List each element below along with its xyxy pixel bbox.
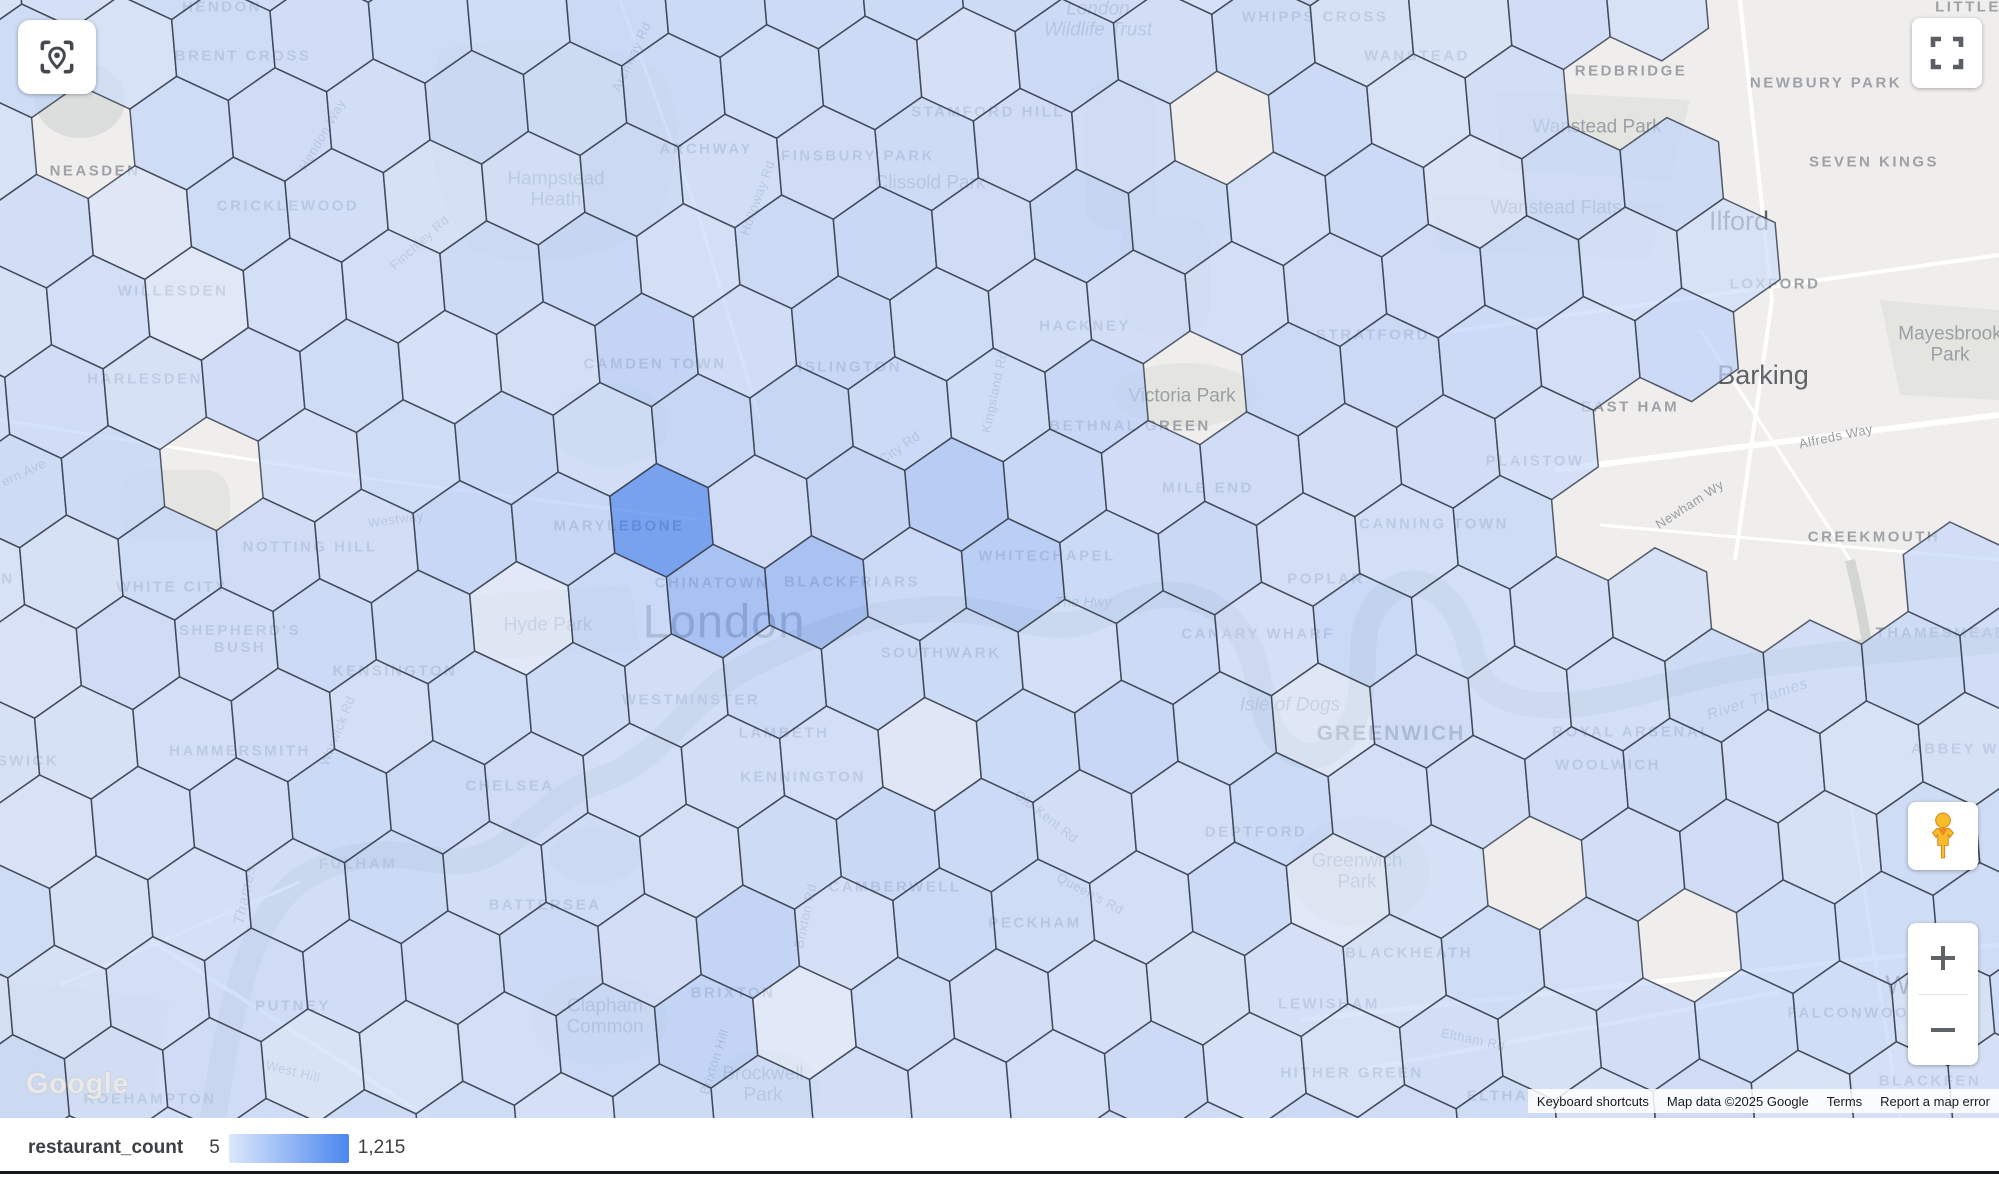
- hexbin-overlay[interactable]: [0, 0, 1999, 1118]
- plus-icon: [1931, 946, 1955, 971]
- hex-bin[interactable]: [219, 1097, 322, 1119]
- locate-pin-icon: [40, 40, 74, 74]
- hex-bin[interactable]: [1605, 0, 1710, 62]
- keyboard-shortcuts-button[interactable]: Keyboard shortcuts: [1527, 1089, 1658, 1113]
- zoom-in-button[interactable]: [1908, 923, 1978, 994]
- legend-min-value: 5: [209, 1137, 220, 1158]
- hex-bin[interactable]: [1988, 944, 1999, 1058]
- legend-bar: restaurant_count 5 1,215: [0, 1118, 1999, 1178]
- locate-button[interactable]: [18, 20, 96, 94]
- report-map-error-link[interactable]: Report a map error: [1871, 1089, 1999, 1113]
- zoom-divider: [1918, 993, 1968, 995]
- legend-field-name: restaurant_count: [28, 1137, 184, 1158]
- fullscreen-button[interactable]: [1912, 18, 1982, 88]
- hex-bin[interactable]: [1959, 603, 1999, 717]
- zoom-control: [1908, 923, 1978, 1065]
- zoom-out-button[interactable]: [1908, 995, 1978, 1066]
- fullscreen-icon: [1930, 36, 1964, 70]
- map-canvas[interactable]: LondonHENDONBRENT CROSSNEASDENCRICKLEWOO…: [0, 0, 1999, 1118]
- map-data-text: Map data ©2025 Google: [1657, 1089, 1818, 1113]
- hex-bin[interactable]: [1161, 1101, 1264, 1118]
- minus-icon: [1931, 1027, 1955, 1032]
- hex-bin[interactable]: [0, 0, 23, 37]
- google-logo: Google: [26, 1068, 129, 1100]
- legend-max-value: 1,215: [357, 1137, 406, 1158]
- hex-bin[interactable]: [23, 1114, 126, 1118]
- hex-bin[interactable]: [1063, 1109, 1166, 1119]
- pegman-icon: [1931, 812, 1955, 859]
- map-attribution: Keyboard shortcuts Map data ©2025 Google T…: [1527, 1089, 1999, 1113]
- terms-link[interactable]: Terms: [1817, 1089, 1872, 1113]
- hex-bin[interactable]: [121, 1106, 224, 1118]
- pegman-button[interactable]: [1908, 802, 1978, 870]
- hex-bin[interactable]: [1634, 287, 1740, 403]
- hex-bin[interactable]: [0, 94, 38, 208]
- window-bottom-edge: [0, 1171, 1999, 1174]
- legend-gradient-swatch: [228, 1133, 349, 1163]
